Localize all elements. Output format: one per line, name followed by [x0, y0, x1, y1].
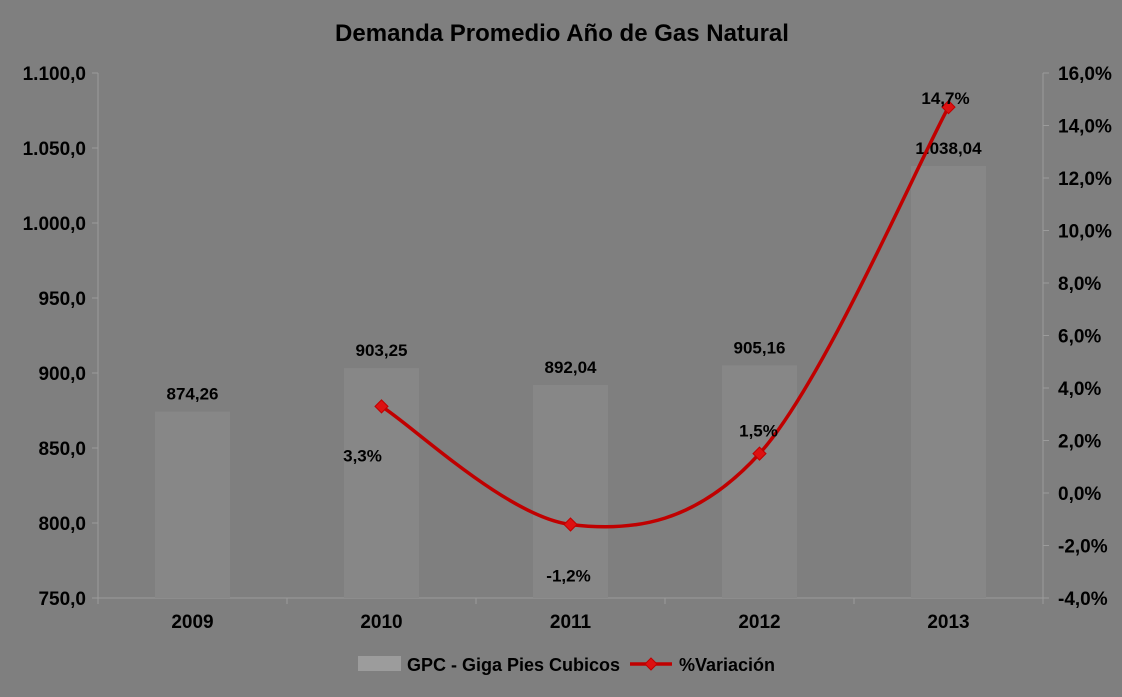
left-axis-tick-label: 900,0 [38, 364, 86, 385]
variation-line [380, 106, 951, 529]
right-axis-tick-label: 10,0% [1058, 222, 1112, 243]
right-axis-tick-label: -2,0% [1058, 537, 1108, 558]
legend-bar-swatch [358, 656, 401, 671]
bar-value-label: 874,26 [167, 385, 219, 404]
left-axis-tick-label: 950,0 [38, 289, 86, 310]
x-axis-tick-label: 2012 [738, 612, 780, 633]
x-axis-tick-label: 2013 [927, 612, 969, 633]
left-axis-tick-label: 1.000,0 [23, 214, 86, 235]
right-axis-tick-label: 2,0% [1058, 432, 1101, 453]
legend-label-gpc: GPC - Giga Pies Cubicos [407, 655, 620, 675]
diamond-marker [563, 517, 578, 532]
bar [155, 411, 230, 598]
bar [911, 165, 986, 598]
right-axis-tick-label: 8,0% [1058, 274, 1101, 295]
bar-series: 874,26 903,25 892,04 905,16 1.038,04 [155, 139, 986, 598]
right-axis-tick-label: 6,0% [1058, 327, 1101, 348]
left-axis-tick-label: 800,0 [38, 514, 86, 535]
diamond-marker [374, 399, 389, 414]
diamond-marker [941, 99, 956, 115]
right-axis-tick-label: -4,0% [1058, 589, 1108, 610]
left-axis-tick-label: 1.050,0 [23, 139, 86, 160]
bar-value-label: 903,25 [356, 341, 408, 360]
axes: 750,0 800,0 850,0 900,0 950,0 1.000,0 1.050,0 1… [23, 64, 1112, 633]
chart-title: Demanda Promedio Año de Gas Natural [335, 20, 789, 47]
legend: GPC - Giga Pies Cubicos %Variación [358, 655, 775, 675]
right-axis-tick-label: 0,0% [1058, 484, 1101, 505]
right-axis-tick-label: 4,0% [1058, 379, 1101, 400]
bar-value-label: 892,04 [545, 358, 598, 377]
left-axis-tick-label: 850,0 [38, 439, 86, 460]
bar [533, 384, 608, 598]
line-value-label: 3,3% [343, 446, 382, 465]
line-value-label: -1,2% [546, 567, 590, 586]
right-axis-tick-label: 14,0% [1058, 117, 1112, 138]
left-axis-tick-label: 1.100,0 [23, 64, 86, 85]
right-axis-tick-label: 12,0% [1058, 169, 1112, 190]
line-series: 3,3% -1,2% 1,5% 14,7% [343, 89, 969, 585]
bar-value-label: 905,16 [734, 338, 786, 357]
legend-label-variacion: %Variación [679, 655, 775, 675]
bar-value-label: 1.038,04 [915, 139, 982, 158]
line-value-label: 14,7% [921, 89, 969, 108]
x-axis-tick-label: 2009 [171, 612, 213, 633]
bar [722, 365, 797, 598]
left-axis-tick-label: 750,0 [38, 589, 86, 610]
diamond-marker [752, 446, 767, 461]
x-axis-tick-label: 2011 [550, 612, 592, 633]
line-value-label: 1,5% [739, 422, 778, 441]
right-axis-tick-label: 16,0% [1058, 64, 1112, 85]
x-axis-tick-label: 2010 [360, 612, 402, 633]
legend-diamond-icon [644, 657, 658, 671]
